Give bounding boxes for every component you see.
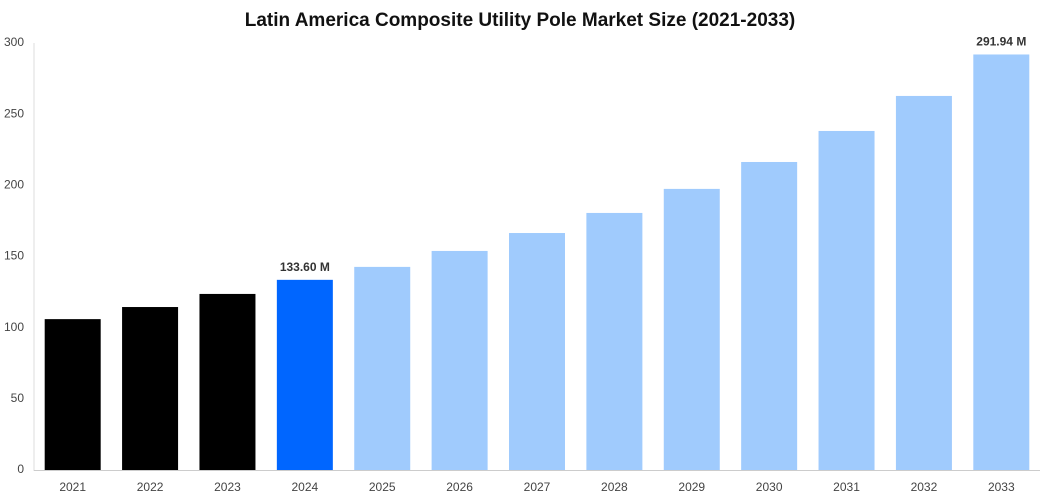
bar bbox=[276, 279, 333, 470]
x-tick-label: 2029 bbox=[678, 480, 705, 494]
y-tick-label: 150 bbox=[4, 249, 24, 263]
x-tick-label: 2031 bbox=[833, 480, 860, 494]
y-tick-label: 100 bbox=[4, 320, 24, 334]
bar bbox=[354, 266, 411, 470]
y-tick-label: 0 bbox=[17, 462, 24, 476]
x-tick-label: 2033 bbox=[988, 480, 1015, 494]
bar bbox=[741, 161, 798, 470]
y-tick-label: 300 bbox=[4, 35, 24, 49]
x-tick-label: 2024 bbox=[291, 480, 318, 494]
x-tick-label: 2022 bbox=[137, 480, 164, 494]
x-tick-label: 2021 bbox=[59, 480, 86, 494]
bar bbox=[586, 212, 643, 471]
bar bbox=[895, 95, 952, 470]
x-tick-label: 2023 bbox=[214, 480, 241, 494]
bar bbox=[199, 293, 256, 470]
value-label: 291.94 M bbox=[976, 35, 1026, 49]
chart-title: Latin America Composite Utility Pole Mar… bbox=[245, 10, 795, 31]
bar bbox=[663, 188, 720, 470]
x-tick-label: 2028 bbox=[601, 480, 628, 494]
bar bbox=[818, 130, 875, 470]
bar bbox=[509, 233, 565, 470]
bar bbox=[973, 54, 1030, 470]
y-tick-label: 200 bbox=[4, 178, 24, 192]
x-tick-label: 2026 bbox=[446, 480, 473, 494]
y-tick-label: 50 bbox=[11, 391, 25, 405]
bar bbox=[44, 319, 101, 470]
value-label: 133.60 M bbox=[280, 260, 330, 274]
x-tick-label: 2032 bbox=[911, 480, 938, 494]
x-tick-label: 2030 bbox=[756, 480, 783, 494]
bar bbox=[431, 250, 488, 470]
bar bbox=[122, 307, 179, 470]
x-tick-label: 2027 bbox=[524, 480, 551, 494]
x-tick-label: 2025 bbox=[369, 480, 396, 494]
y-tick-label: 250 bbox=[4, 106, 24, 120]
